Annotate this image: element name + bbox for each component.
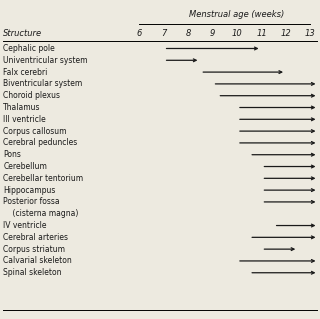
Text: Pons: Pons — [3, 150, 21, 159]
Text: 7: 7 — [161, 29, 166, 38]
Text: Cerebral peduncles: Cerebral peduncles — [3, 138, 77, 147]
Text: IV ventricle: IV ventricle — [3, 221, 47, 230]
Text: Corpus callosum: Corpus callosum — [3, 127, 67, 136]
Text: Calvarial skeleton: Calvarial skeleton — [3, 256, 72, 265]
Text: 13: 13 — [305, 29, 316, 38]
Text: 9: 9 — [210, 29, 215, 38]
Text: Thalamus: Thalamus — [3, 103, 41, 112]
Text: 11: 11 — [256, 29, 267, 38]
Text: III ventricle: III ventricle — [3, 115, 46, 124]
Text: Cerebellum: Cerebellum — [3, 162, 47, 171]
Text: Choroid plexus: Choroid plexus — [3, 91, 60, 100]
Text: Falx cerebri: Falx cerebri — [3, 68, 48, 77]
Text: Posterior fossa: Posterior fossa — [3, 197, 60, 206]
Text: (cisterna magna): (cisterna magna) — [3, 209, 79, 218]
Text: Menstrual age (weeks): Menstrual age (weeks) — [189, 10, 285, 19]
Text: 10: 10 — [232, 29, 243, 38]
Text: Univentricular system: Univentricular system — [3, 56, 88, 65]
Text: 6: 6 — [137, 29, 142, 38]
Text: Cephalic pole: Cephalic pole — [3, 44, 55, 53]
Text: Cerebellar tentorium: Cerebellar tentorium — [3, 174, 83, 183]
Text: Structure: Structure — [3, 29, 42, 38]
Text: 12: 12 — [281, 29, 291, 38]
Text: Spinal skeleton: Spinal skeleton — [3, 268, 62, 277]
Text: Hippocampus: Hippocampus — [3, 186, 56, 195]
Text: Cerebral arteries: Cerebral arteries — [3, 233, 68, 242]
Text: Corpus striatum: Corpus striatum — [3, 245, 65, 254]
Text: 8: 8 — [185, 29, 191, 38]
Text: Biventricular system: Biventricular system — [3, 79, 83, 88]
